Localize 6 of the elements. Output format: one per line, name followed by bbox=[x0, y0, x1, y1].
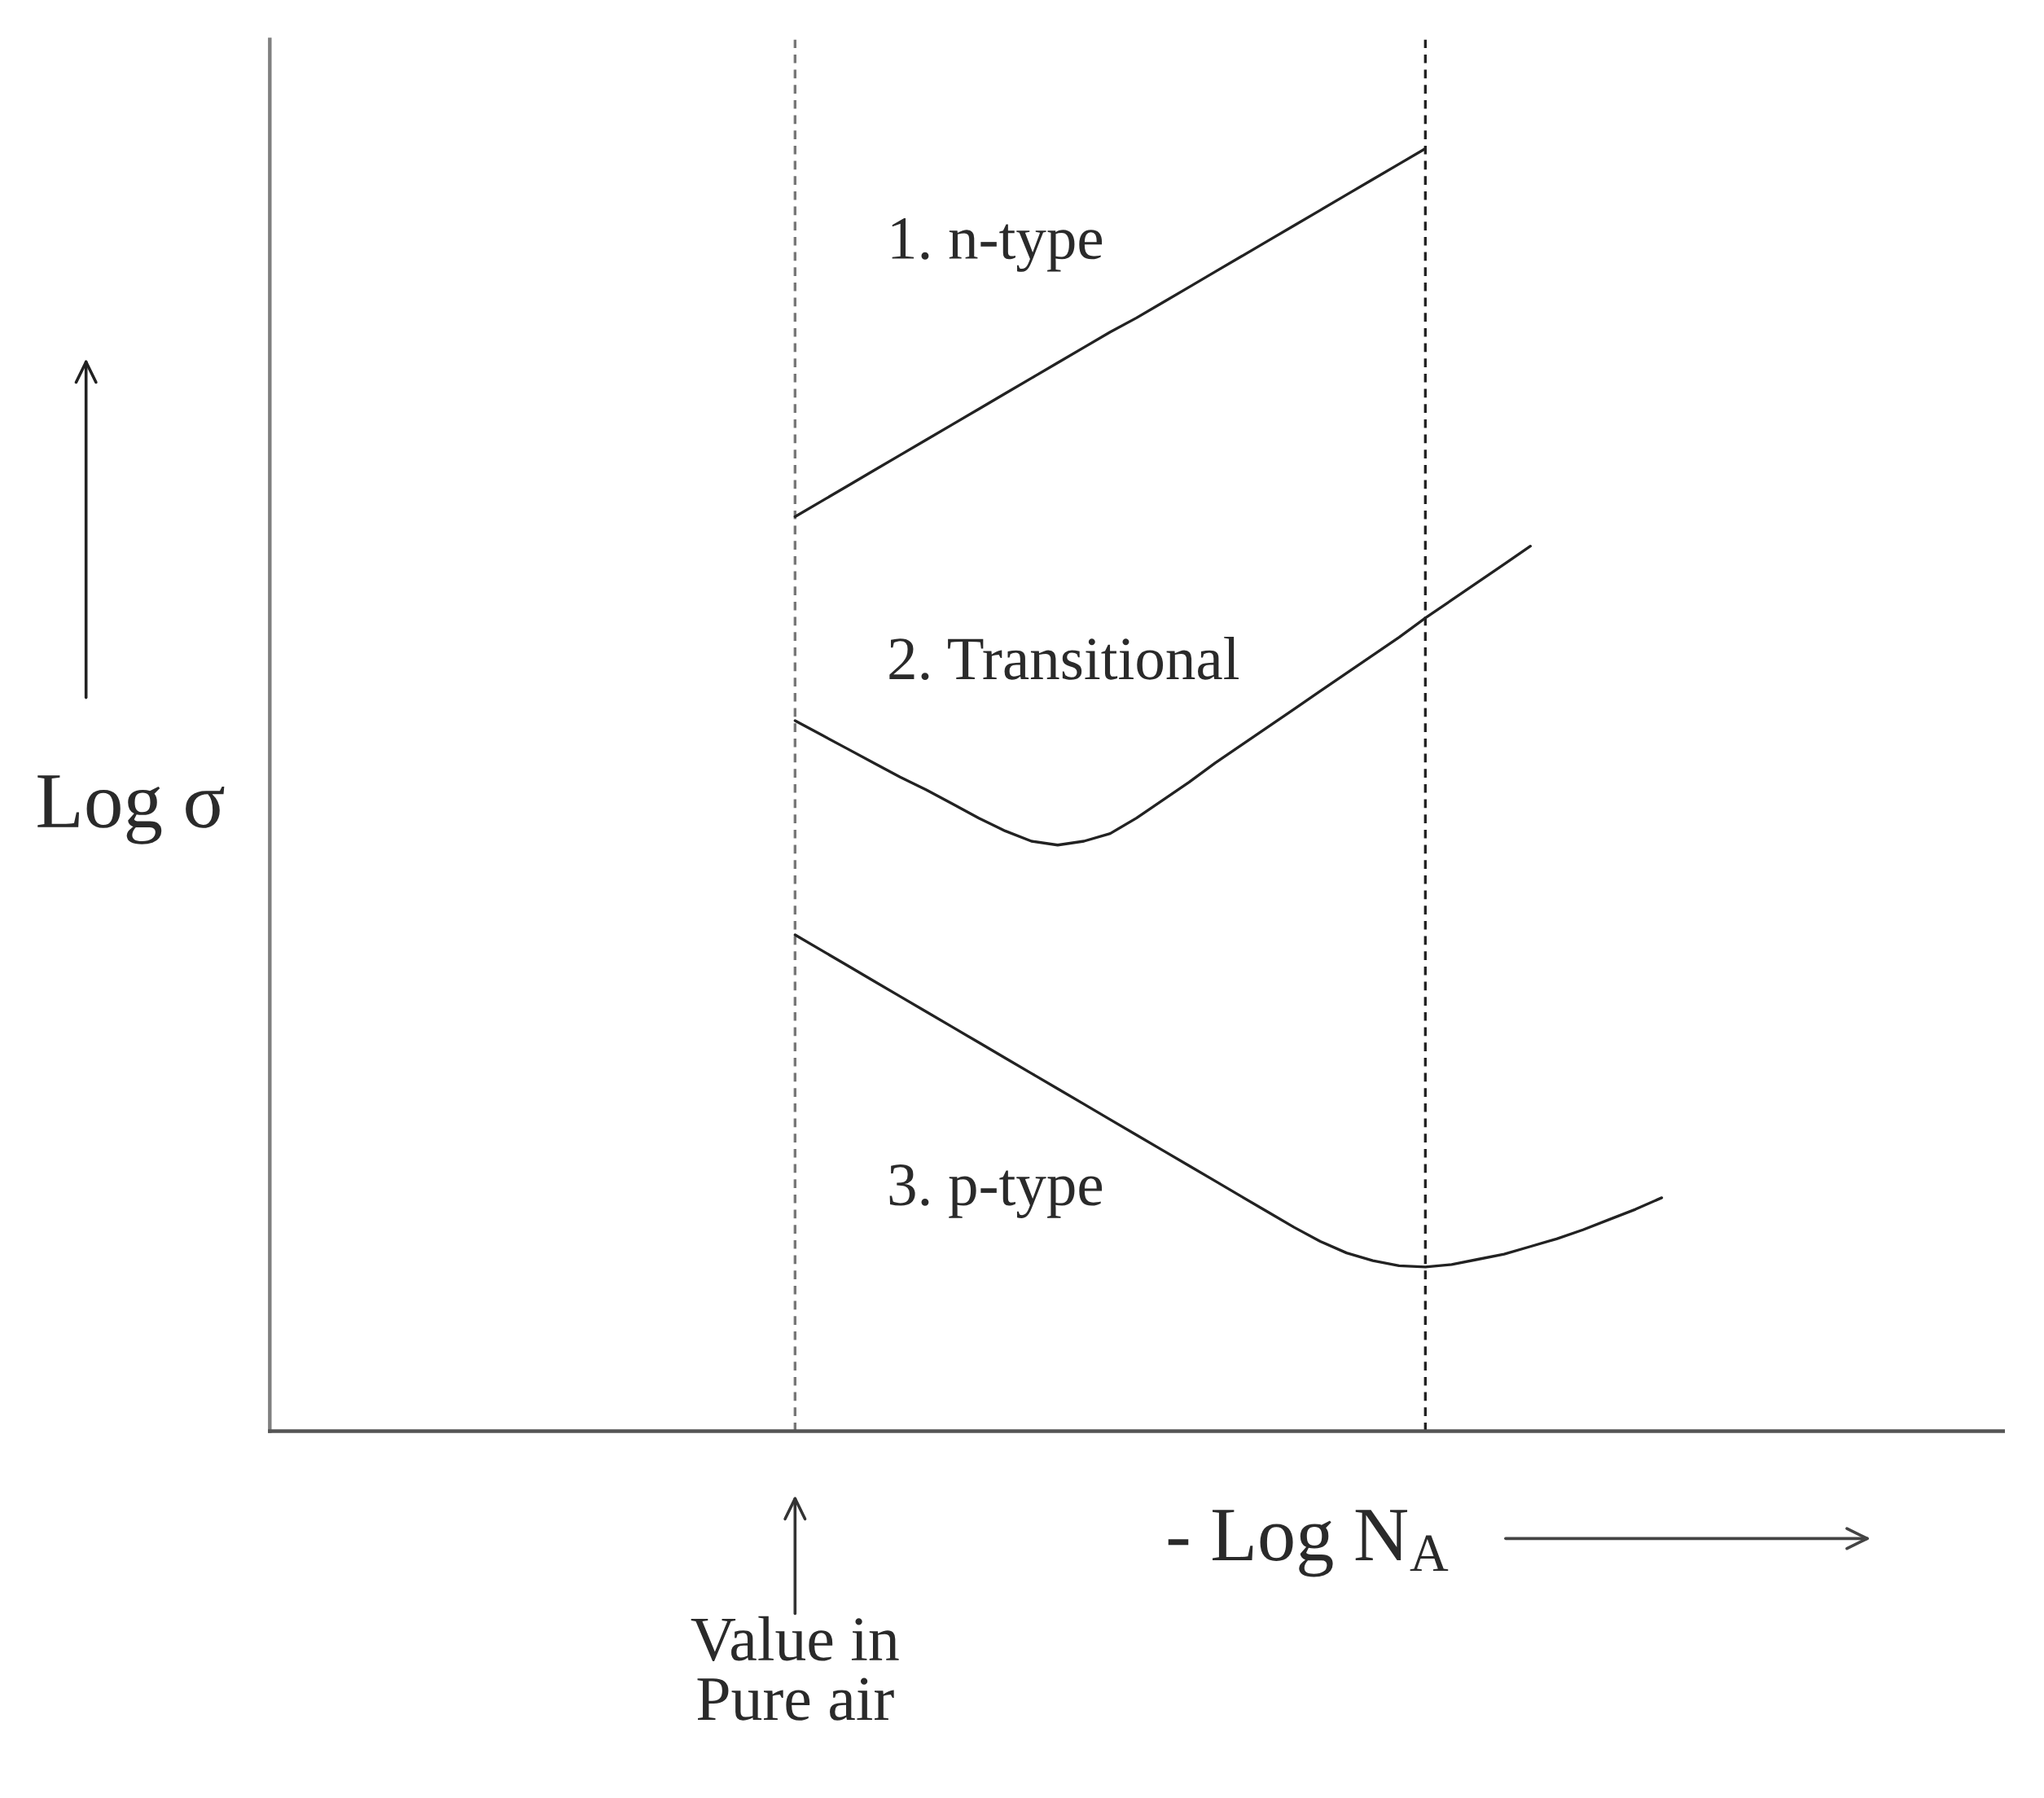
y-axis-title: Log σ bbox=[37, 775, 225, 844]
x-axis-title: - Log N$_{A}$ bbox=[1168, 1510, 1449, 1577]
series-label: 2. Transitional bbox=[889, 636, 1239, 681]
series-label: 3. p-type bbox=[889, 1164, 1103, 1218]
text: Value in Pure air bbox=[691, 1616, 899, 1721]
series-label: 1. n-type bbox=[892, 218, 1103, 272]
